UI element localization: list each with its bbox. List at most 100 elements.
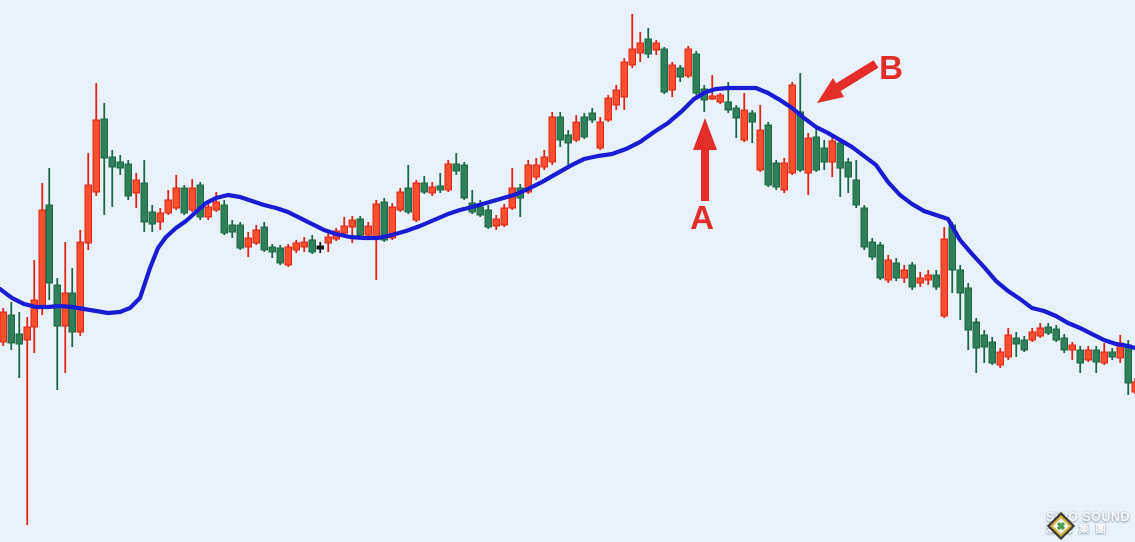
candle-body bbox=[588, 112, 596, 121]
arrow-b-shaft bbox=[835, 60, 879, 92]
candle-body bbox=[23, 326, 31, 341]
candle-body bbox=[476, 206, 484, 216]
candle-body bbox=[164, 199, 172, 214]
candle-body bbox=[612, 89, 620, 106]
candle-body bbox=[228, 224, 236, 233]
candle-body bbox=[1028, 331, 1036, 341]
candle-body bbox=[748, 112, 756, 123]
candle-body bbox=[1108, 351, 1116, 358]
candle-body bbox=[292, 242, 300, 251]
candle-body bbox=[676, 67, 684, 78]
candle-body bbox=[708, 95, 716, 100]
candle-body bbox=[324, 236, 332, 244]
candle-body bbox=[996, 351, 1004, 366]
candle-body bbox=[916, 277, 924, 284]
candle-body bbox=[876, 244, 884, 279]
candle-body bbox=[692, 53, 700, 94]
candle-body bbox=[100, 118, 108, 159]
candle-body bbox=[76, 241, 84, 333]
candle-body bbox=[1131, 381, 1135, 393]
candle-body bbox=[756, 129, 764, 171]
diamond-gem-icon bbox=[1046, 511, 1075, 540]
candle-body bbox=[852, 179, 860, 206]
candle-body bbox=[268, 246, 276, 253]
candle-body bbox=[820, 147, 828, 163]
arrow-b-head-icon bbox=[817, 78, 844, 103]
candle-body bbox=[1004, 334, 1012, 358]
candle-body bbox=[668, 64, 676, 91]
candle-body bbox=[1012, 337, 1020, 345]
candle-body bbox=[572, 121, 580, 141]
candle-body bbox=[812, 136, 820, 171]
candle-body bbox=[1060, 337, 1068, 351]
candle-body bbox=[244, 237, 252, 248]
candle-body bbox=[924, 274, 932, 281]
candle-body bbox=[340, 225, 348, 234]
arrow-a-shaft bbox=[701, 146, 709, 201]
candle-body bbox=[1036, 327, 1044, 337]
candle-body bbox=[7, 314, 15, 344]
candle-body bbox=[372, 203, 380, 238]
candle-body bbox=[380, 201, 388, 241]
candle-body bbox=[180, 187, 188, 214]
candle-body bbox=[596, 121, 604, 149]
candle-body bbox=[61, 292, 69, 327]
candle-body bbox=[388, 206, 396, 239]
candle-body bbox=[788, 84, 796, 174]
candle-body bbox=[420, 182, 428, 193]
candle-body bbox=[740, 109, 748, 141]
candle-body bbox=[212, 201, 220, 211]
candle-body bbox=[140, 182, 148, 223]
candle-body bbox=[356, 218, 364, 236]
candle-body bbox=[1052, 328, 1060, 341]
annotation-label-a: A bbox=[690, 199, 714, 236]
candle-body bbox=[348, 219, 356, 228]
watermark-chinese-text: 漢聲集團 bbox=[1045, 523, 1112, 536]
candle-body bbox=[260, 226, 268, 251]
candle-body bbox=[780, 162, 788, 191]
candle-body bbox=[276, 247, 284, 264]
candle-body bbox=[108, 156, 116, 168]
candle-body bbox=[772, 162, 780, 188]
moving-average-layer bbox=[0, 85, 1135, 351]
candle-body bbox=[172, 187, 180, 209]
candle-body bbox=[724, 101, 732, 111]
candle-body bbox=[15, 333, 23, 345]
candle-body bbox=[436, 185, 444, 191]
candle-body bbox=[524, 164, 532, 193]
candle-body bbox=[660, 48, 668, 93]
candle-body bbox=[308, 239, 316, 253]
candle-body bbox=[932, 274, 940, 288]
candle-body bbox=[764, 124, 772, 186]
candle-body bbox=[484, 209, 492, 228]
candle-body bbox=[804, 137, 812, 174]
candle-body bbox=[540, 156, 548, 168]
candle-body bbox=[84, 184, 92, 244]
candle-body bbox=[0, 311, 7, 343]
candle-body bbox=[316, 245, 324, 250]
candle-body bbox=[1076, 349, 1084, 364]
candle-body bbox=[828, 140, 836, 163]
candle-body bbox=[844, 161, 852, 178]
candle-body bbox=[556, 116, 564, 141]
watermark: SiNO SOUND 漢聲集團 bbox=[1045, 510, 1130, 540]
candle-body bbox=[364, 225, 372, 236]
candle-body bbox=[1020, 339, 1028, 351]
candle-body bbox=[284, 246, 292, 266]
candle-body bbox=[404, 187, 412, 213]
candle-body bbox=[620, 61, 628, 98]
candle-body bbox=[964, 287, 972, 331]
candle-body bbox=[892, 262, 900, 279]
annotation-arrows-layer bbox=[693, 60, 879, 201]
candle-body bbox=[732, 107, 740, 119]
candle-body bbox=[428, 186, 436, 194]
candle-body bbox=[548, 116, 556, 163]
candle-body bbox=[38, 209, 46, 309]
candle-body bbox=[884, 259, 892, 281]
candle-body bbox=[1092, 349, 1100, 363]
candle-body bbox=[860, 207, 868, 248]
candle-body bbox=[124, 163, 132, 197]
candle-body bbox=[1124, 344, 1132, 384]
candle-body bbox=[116, 161, 124, 169]
